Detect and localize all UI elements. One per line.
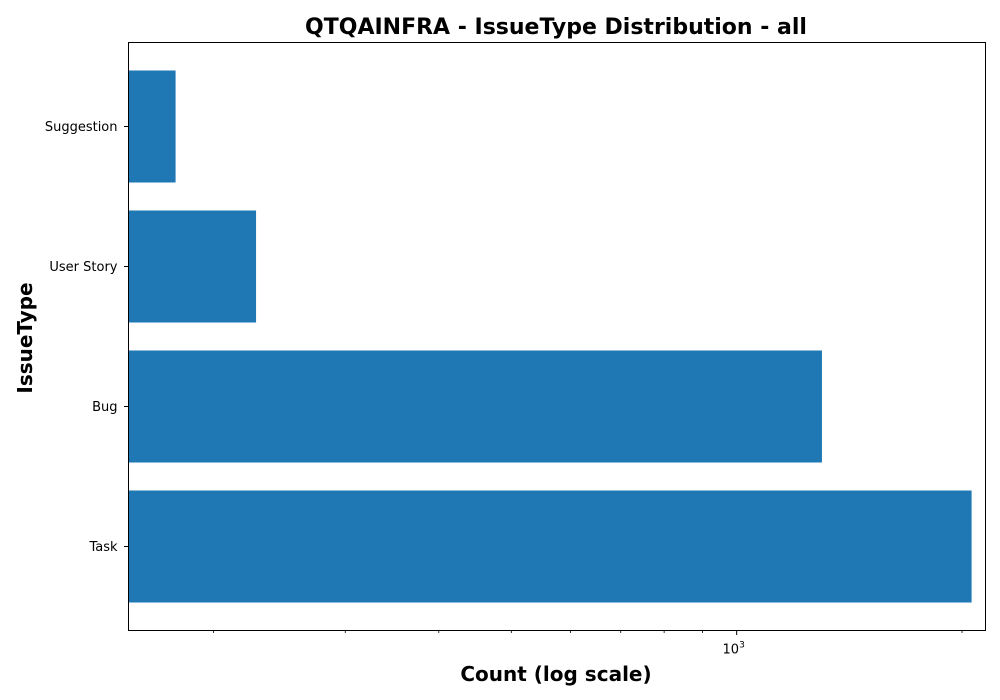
y-axis-ticks: Suggestion User Story Bug Task xyxy=(45,120,129,555)
y-tick-label-task: Task xyxy=(88,540,118,555)
y-tick-label-bug: Bug xyxy=(92,400,117,415)
x-axis-label: Count (log scale) xyxy=(460,662,651,686)
bar-suggestion xyxy=(128,70,176,183)
chart-title: QTQAINFRA - IssueType Distribution - all xyxy=(305,15,807,40)
bar-user-story xyxy=(128,210,257,323)
x-axis-ticks: 103 xyxy=(213,630,963,658)
bar-task xyxy=(128,490,972,603)
bar-bug xyxy=(128,350,822,463)
x-tick-label: 103 xyxy=(723,641,745,658)
y-tick-label-suggestion: Suggestion xyxy=(45,120,118,135)
bars xyxy=(128,70,972,603)
y-axis-label: IssueType xyxy=(13,282,37,393)
plot-frame xyxy=(128,42,986,631)
y-tick-label-user-story: User Story xyxy=(49,260,117,275)
